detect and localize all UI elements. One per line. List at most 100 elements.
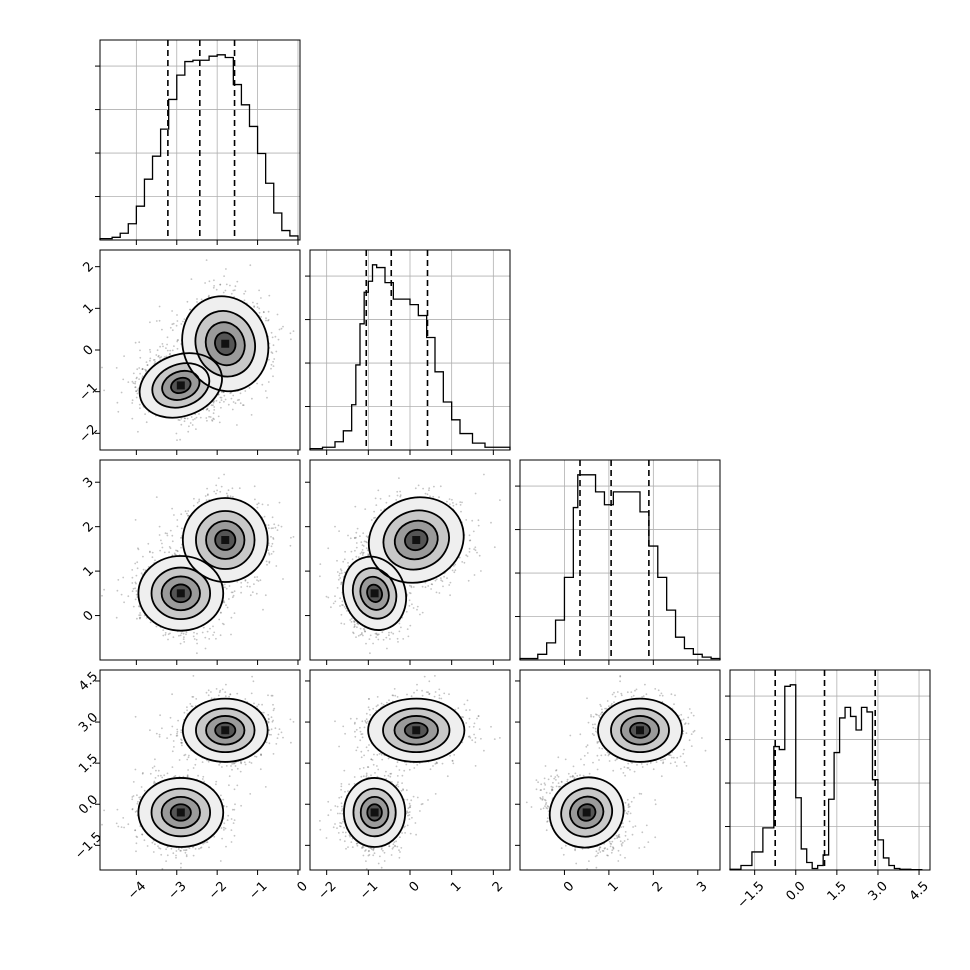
scatter-point bbox=[212, 625, 214, 628]
scatter-point bbox=[272, 360, 274, 363]
scatter-point bbox=[179, 438, 182, 441]
scatter-point bbox=[140, 572, 143, 575]
scatter-point bbox=[131, 399, 134, 402]
scatter-point bbox=[234, 402, 237, 405]
scatter-point bbox=[270, 367, 272, 370]
scatter-point bbox=[230, 633, 232, 636]
scatter-point bbox=[207, 295, 210, 298]
scatter-point bbox=[225, 492, 228, 495]
scatter-point bbox=[273, 358, 276, 360]
scatter-point bbox=[267, 549, 270, 552]
scatter-point bbox=[138, 341, 141, 344]
scatter-point bbox=[220, 485, 223, 488]
scatter-point bbox=[186, 512, 188, 515]
scatter-point bbox=[208, 294, 210, 297]
scatter-point bbox=[176, 314, 178, 316]
scatter-point bbox=[163, 551, 166, 554]
scatter-point bbox=[183, 636, 185, 638]
scatter-point bbox=[192, 635, 195, 638]
scatter-point bbox=[120, 593, 123, 596]
scatter-point bbox=[218, 421, 221, 424]
scatter-point bbox=[186, 300, 189, 303]
scatter-point bbox=[187, 430, 190, 433]
scatter-point bbox=[225, 268, 227, 270]
scatter-point bbox=[138, 403, 141, 406]
scatter-point bbox=[223, 394, 226, 397]
scatter-point bbox=[194, 418, 196, 420]
scatter-point bbox=[263, 515, 266, 518]
scatter-point bbox=[185, 633, 187, 636]
scatter-point bbox=[169, 326, 172, 329]
scatter-point bbox=[115, 616, 118, 619]
scatter-point bbox=[168, 551, 171, 554]
scatter-point bbox=[183, 420, 186, 423]
scatter-point bbox=[139, 612, 142, 614]
scatter-point bbox=[135, 574, 138, 577]
scatter-point bbox=[164, 632, 167, 634]
scatter-point bbox=[229, 495, 232, 498]
scatter-point bbox=[198, 498, 201, 501]
scatter-point bbox=[204, 282, 207, 284]
scatter-point bbox=[256, 503, 259, 506]
scatter-point bbox=[127, 381, 130, 383]
scatter-point bbox=[137, 430, 139, 433]
scatter-point bbox=[213, 279, 215, 282]
scatter-point bbox=[195, 428, 197, 430]
scatter-point bbox=[139, 372, 142, 375]
scatter-point bbox=[135, 377, 138, 380]
scatter-point bbox=[251, 591, 254, 594]
scatter-point bbox=[176, 525, 179, 528]
scatter-point bbox=[171, 329, 174, 332]
scatter-point bbox=[205, 417, 208, 419]
scatter-point bbox=[213, 409, 216, 411]
scatter-point bbox=[246, 585, 249, 588]
scatter-point bbox=[244, 390, 247, 392]
scatter-point bbox=[271, 352, 274, 354]
scatter-point bbox=[180, 423, 183, 426]
scatter-point bbox=[226, 494, 229, 497]
scatter-point bbox=[215, 637, 217, 640]
scatter-point bbox=[151, 551, 154, 554]
scatter-point bbox=[222, 291, 225, 294]
scatter-point bbox=[196, 301, 198, 303]
scatter-point bbox=[137, 548, 140, 551]
scatter-point bbox=[193, 638, 196, 640]
scatter-point bbox=[219, 396, 222, 399]
scatter-point bbox=[252, 301, 254, 304]
scatter-point bbox=[239, 402, 242, 405]
scatter-point bbox=[169, 529, 172, 532]
scatter-point bbox=[142, 555, 144, 558]
scatter-point bbox=[208, 415, 211, 418]
scatter-point bbox=[217, 415, 220, 418]
scatter-point bbox=[261, 383, 264, 386]
scatter-point bbox=[145, 370, 147, 372]
scatter-point bbox=[230, 397, 233, 400]
scatter-point bbox=[151, 556, 154, 559]
scatter-point bbox=[161, 546, 164, 549]
scatter-point bbox=[101, 366, 103, 369]
scatter-point bbox=[262, 608, 264, 611]
scatter-point bbox=[218, 401, 221, 404]
scatter-point bbox=[280, 525, 283, 528]
scatter-point bbox=[211, 419, 213, 421]
scatter-point bbox=[272, 538, 275, 540]
scatter-point bbox=[213, 285, 216, 287]
scatter-point bbox=[257, 580, 260, 582]
scatter-point bbox=[163, 356, 166, 358]
scatter-point bbox=[260, 316, 262, 318]
scatter-point bbox=[157, 355, 160, 358]
scatter-point bbox=[182, 320, 184, 323]
scatter-point bbox=[223, 601, 226, 604]
scatter-point bbox=[132, 605, 135, 608]
scatter-point bbox=[240, 586, 243, 588]
scatter-point bbox=[175, 549, 177, 552]
scatter-point bbox=[131, 402, 134, 404]
scatter-point bbox=[256, 306, 259, 308]
scatter-point bbox=[220, 612, 222, 614]
scatter-point bbox=[138, 367, 141, 369]
scatter-point bbox=[135, 590, 138, 592]
scatter-point bbox=[134, 382, 137, 385]
scatter-point bbox=[174, 553, 177, 556]
scatter-point bbox=[221, 622, 224, 625]
